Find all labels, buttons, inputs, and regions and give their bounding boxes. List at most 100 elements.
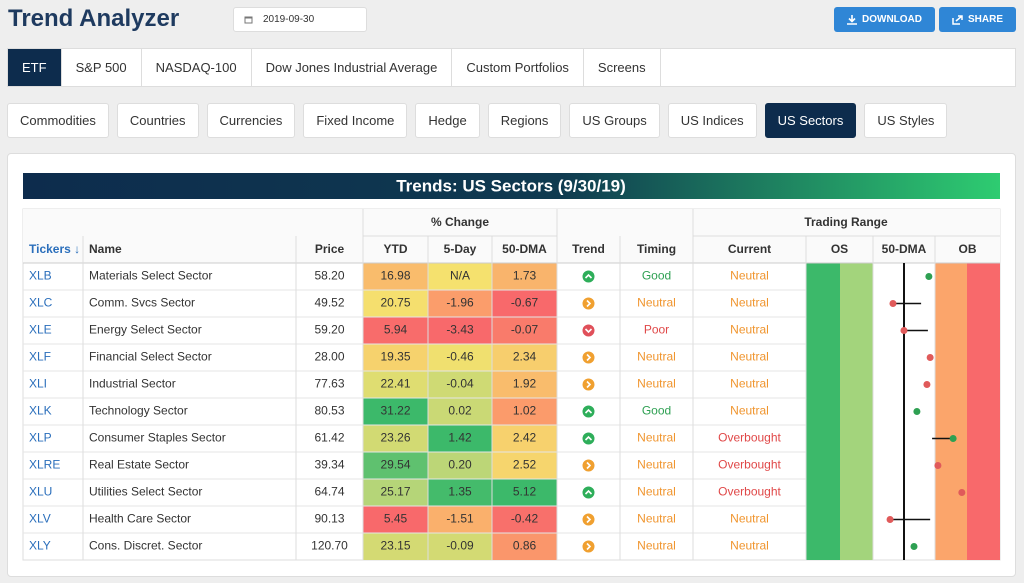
subtab[interactable]: US Indices xyxy=(667,103,757,138)
column-header: Name xyxy=(89,242,122,256)
heat-cell xyxy=(363,344,428,371)
trend-chevron xyxy=(584,435,593,441)
ytd-change: 22.41 xyxy=(380,377,410,391)
timing: Neutral xyxy=(637,539,676,553)
sector-name: Real Estate Sector xyxy=(89,458,189,472)
five-day-change: 1.42 xyxy=(448,431,472,445)
download-label: DOWNLOAD xyxy=(862,14,922,25)
heat-cell xyxy=(428,452,492,479)
ytd-change: 23.26 xyxy=(380,431,410,445)
zone-ob-strong xyxy=(967,263,1000,560)
ticker[interactable]: XLF xyxy=(29,350,51,364)
trend-chevron xyxy=(586,542,592,551)
heat-cell xyxy=(363,479,428,506)
range-dot xyxy=(925,273,933,280)
heat-cell xyxy=(492,290,557,317)
price: 80.53 xyxy=(314,404,344,418)
date-input[interactable]: 2019-09-30 xyxy=(233,7,367,32)
ticker[interactable]: XLK xyxy=(29,404,52,418)
heat-cell xyxy=(363,533,428,560)
ticker[interactable]: XLRE xyxy=(29,458,60,472)
table-banner xyxy=(23,173,1000,199)
ticker[interactable]: XLY xyxy=(29,539,51,553)
trend-icon xyxy=(582,459,595,472)
download-button[interactable]: DOWNLOAD xyxy=(834,7,935,32)
timing: Neutral xyxy=(637,350,676,364)
tab[interactable]: Screens xyxy=(584,49,661,86)
heat-cell xyxy=(363,425,428,452)
trend-icon xyxy=(582,297,595,310)
subtab[interactable]: US Sectors xyxy=(764,103,857,138)
tab[interactable]: NASDAQ-100 xyxy=(142,49,252,86)
column-header: 50-DMA xyxy=(882,242,927,256)
column-header: OS xyxy=(831,242,848,256)
current-range: Overbought xyxy=(718,485,781,499)
trend-chevron xyxy=(586,299,592,308)
trend-icon xyxy=(582,486,595,499)
five-day-change: 0.20 xyxy=(448,458,472,472)
price: 77.63 xyxy=(314,377,344,391)
subtab[interactable]: Commodities xyxy=(7,103,109,138)
timing: Neutral xyxy=(637,296,676,310)
ticker[interactable]: XLI xyxy=(29,377,47,391)
column-header: 50-DMA xyxy=(502,242,547,256)
range-dot xyxy=(910,543,918,550)
subtab[interactable]: US Styles xyxy=(864,103,948,138)
ticker[interactable]: XLP xyxy=(29,431,52,445)
heat-cell xyxy=(428,479,492,506)
heat-cell xyxy=(428,371,492,398)
range-dot xyxy=(886,516,894,523)
subtab[interactable]: Currencies xyxy=(206,103,296,138)
heat-cell xyxy=(492,479,557,506)
ticker[interactable]: XLB xyxy=(29,269,52,283)
price: 64.74 xyxy=(314,485,344,499)
heat-cell xyxy=(363,290,428,317)
ytd-change: 29.54 xyxy=(380,458,410,472)
timing: Poor xyxy=(644,323,669,337)
subtab[interactable]: US Groups xyxy=(569,103,660,138)
ticker[interactable]: XLU xyxy=(29,485,52,499)
trend-chevron xyxy=(584,328,593,334)
current-range: Neutral xyxy=(730,539,769,553)
range-dot xyxy=(934,462,942,469)
heat-cell xyxy=(492,317,557,344)
column-header: Current xyxy=(728,242,771,256)
heat-cell xyxy=(428,263,492,290)
subtab[interactable]: Hedge xyxy=(415,103,480,138)
dma50-change: 1.02 xyxy=(513,404,537,418)
subtab[interactable]: Fixed Income xyxy=(303,103,408,138)
share-label: SHARE xyxy=(967,14,1003,25)
ticker[interactable]: XLV xyxy=(29,512,51,526)
tab[interactable]: S&P 500 xyxy=(62,49,142,86)
ytd-change: 25.17 xyxy=(380,485,410,499)
subtab[interactable]: Regions xyxy=(487,103,562,138)
price: 59.20 xyxy=(314,323,344,337)
tab[interactable]: Custom Portfolios xyxy=(452,49,584,86)
dma50-change: 2.52 xyxy=(513,458,537,472)
five-day-change: -1.96 xyxy=(446,296,474,310)
tab[interactable]: ETF xyxy=(8,49,62,86)
trend-chevron xyxy=(586,353,592,362)
tab-bar: ETF S&P 500 NASDAQ-100 Dow Jones Industrial… xyxy=(7,48,1016,87)
dma50-change: 0.86 xyxy=(513,539,537,553)
ticker[interactable]: XLC xyxy=(29,296,53,310)
range-dot xyxy=(949,435,957,442)
ytd-change: 31.22 xyxy=(380,404,410,418)
heat-cell xyxy=(492,533,557,560)
heat-cell xyxy=(492,452,557,479)
ticker[interactable]: XLE xyxy=(29,323,52,337)
price: 120.70 xyxy=(311,539,348,553)
tab[interactable]: Dow Jones Industrial Average xyxy=(252,49,453,86)
timing: Neutral xyxy=(637,512,676,526)
zone-os xyxy=(840,263,873,560)
trend-chevron xyxy=(586,515,592,524)
column-header: 5-Day xyxy=(444,242,477,256)
subtab[interactable]: Countries xyxy=(116,103,199,138)
share-button[interactable]: SHARE xyxy=(939,7,1016,32)
sector-name: Health Care Sector xyxy=(89,512,191,526)
column-header[interactable]: Tickers ↓ xyxy=(29,242,80,256)
sector-name: Technology Sector xyxy=(89,404,188,418)
current-range: Neutral xyxy=(730,350,769,364)
trend-chevron xyxy=(584,273,593,279)
timing: Neutral xyxy=(637,458,676,472)
